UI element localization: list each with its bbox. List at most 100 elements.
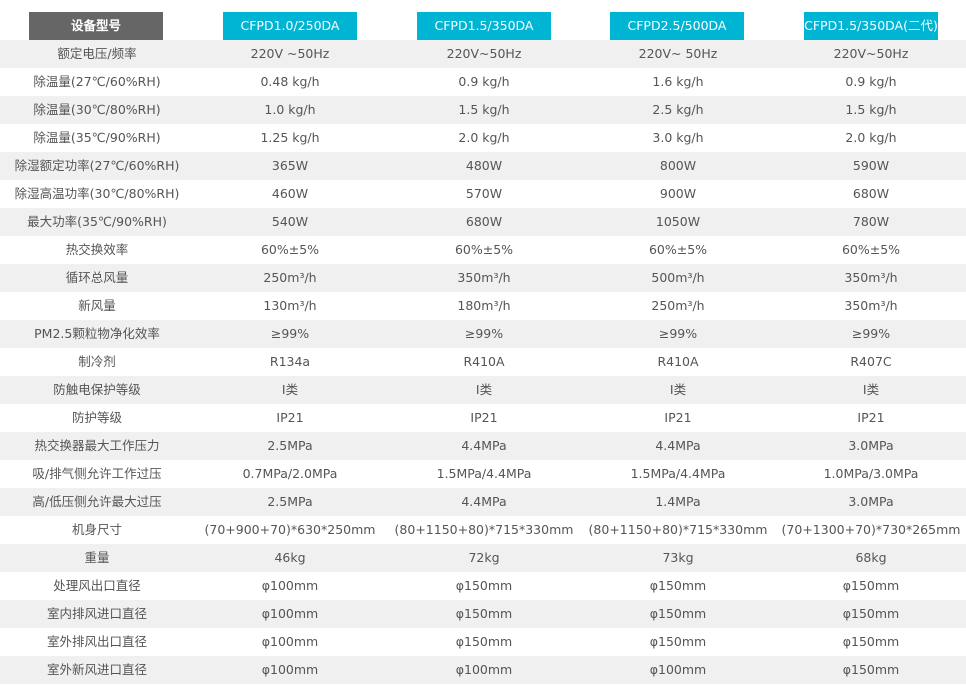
row-value: 365W [271, 158, 309, 173]
row-value: 2.5 kg/h [652, 102, 704, 117]
row-value: φ100mm [455, 662, 513, 677]
row-value: (70+900+70)*630*250mm [204, 522, 376, 537]
row-value: 1.4MPa [655, 494, 701, 509]
header-model-4: CFPD1.5/350DA(二代) [804, 12, 938, 40]
table-row: 额定电压/频率 220V ~50Hz 220V~50Hz 220V~ 50Hz 220V… [0, 40, 966, 68]
row-label: 除湿高温功率(30℃/80%RH) [14, 186, 180, 201]
row-label: 室外排风出口直径 [46, 634, 147, 649]
row-value: φ150mm [649, 634, 707, 649]
row-value: 1.5 kg/h [845, 102, 897, 117]
row-label: 新风量 [78, 298, 116, 313]
row-value: IP21 [276, 410, 304, 425]
row-label: 防护等级 [71, 410, 122, 425]
row-label: 除温量(35℃/90%RH) [33, 130, 161, 145]
row-value: 220V~ 50Hz [638, 46, 718, 61]
row-value: φ100mm [261, 662, 319, 677]
row-value: 3.0 kg/h [652, 130, 704, 145]
row-label: 除温量(30℃/80%RH) [33, 102, 161, 117]
row-value: R134a [269, 354, 311, 369]
row-label: 热交换器最大工作压力 [34, 438, 160, 453]
row-value: 3.0MPa [848, 438, 894, 453]
table-row: 循环总风量 250m³/h 350m³/h 500m³/h 350m³/h [0, 264, 966, 292]
row-value: 3.0MPa [848, 494, 894, 509]
table-row: 除湿额定功率(27℃/60%RH) 365W 480W 800W 590W [0, 152, 966, 180]
row-value: 2.5MPa [267, 494, 313, 509]
row-value: ≥99% [464, 326, 504, 341]
row-value: 220V ~50Hz [250, 46, 330, 61]
table-row: 处理风出口直径 φ100mm φ150mm φ150mm φ150mm [0, 572, 966, 600]
row-value: φ150mm [842, 606, 900, 621]
row-value: 0.9 kg/h [845, 74, 897, 89]
row-value: 72kg [468, 550, 500, 565]
row-label: 处理风出口直径 [53, 578, 141, 593]
row-value: 60%±5% [260, 242, 320, 257]
row-value: R410A [463, 354, 505, 369]
row-label: PM2.5颗粒物净化效率 [34, 326, 160, 341]
row-value: 2.0 kg/h [458, 130, 510, 145]
row-value: 500m³/h [651, 270, 705, 285]
table-row: 室外新风进口直径 φ100mm φ100mm φ100mm φ150mm [0, 656, 966, 684]
row-value: (80+1150+80)*715*330mm [394, 522, 574, 537]
row-value: φ150mm [842, 634, 900, 649]
row-value: ≥99% [270, 326, 310, 341]
row-value: I类 [475, 382, 493, 397]
row-value: I类 [862, 382, 880, 397]
table-row: 热交换器最大工作压力 2.5MPa 4.4MPa 4.4MPa 3.0MPa [0, 432, 966, 460]
row-value: 1.5MPa/4.4MPa [630, 466, 726, 481]
table-row: 重量 46kg 72kg 73kg 68kg [0, 544, 966, 572]
row-value: I类 [281, 382, 299, 397]
row-value: φ150mm [649, 578, 707, 593]
row-value: φ150mm [842, 662, 900, 677]
row-label: 除温量(27℃/60%RH) [33, 74, 161, 89]
row-value: 46kg [274, 550, 306, 565]
table-row: 新风量 130m³/h 180m³/h 250m³/h 350m³/h [0, 292, 966, 320]
row-value: 4.4MPa [655, 438, 701, 453]
table-row: 制冷剂 R134a R410A R410A R407C [0, 348, 966, 376]
row-value: φ150mm [455, 606, 513, 621]
table-row: 除温量(35℃/90%RH) 1.25 kg/h 2.0 kg/h 3.0 kg/h 2… [0, 124, 966, 152]
table-row: 防触电保护等级 I类 I类 I类 I类 [0, 376, 966, 404]
row-value: 900W [659, 186, 697, 201]
row-value: 350m³/h [844, 298, 898, 313]
row-value: 680W [852, 186, 890, 201]
table-row: 除温量(27℃/60%RH) 0.48 kg/h 0.9 kg/h 1.6 kg/h 0… [0, 68, 966, 96]
table-row: 最大功率(35℃/90%RH) 540W 680W 1050W 780W [0, 208, 966, 236]
row-value: 1050W [655, 214, 701, 229]
row-value: 4.4MPa [461, 494, 507, 509]
row-value: 1.5MPa/4.4MPa [436, 466, 532, 481]
row-value: IP21 [857, 410, 885, 425]
row-value: φ100mm [649, 662, 707, 677]
row-value: 73kg [662, 550, 694, 565]
table-row: 除温量(30℃/80%RH) 1.0 kg/h 1.5 kg/h 2.5 kg/h 1.… [0, 96, 966, 124]
row-label: 制冷剂 [78, 354, 116, 369]
table-row: 热交换效率 60%±5% 60%±5% 60%±5% 60%±5% [0, 236, 966, 264]
header-model-2: CFPD1.5/350DA [417, 12, 551, 40]
row-value: 780W [852, 214, 890, 229]
row-value: 220V~50Hz [446, 46, 522, 61]
row-value: 220V~50Hz [833, 46, 909, 61]
row-label: 额定电压/频率 [57, 46, 137, 61]
row-value: 60%±5% [454, 242, 514, 257]
row-value: 1.5 kg/h [458, 102, 510, 117]
row-value: 460W [271, 186, 309, 201]
row-value: R410A [657, 354, 699, 369]
row-value: 0.7MPa/2.0MPa [242, 466, 338, 481]
row-value: I类 [669, 382, 687, 397]
row-label: 机身尺寸 [71, 522, 122, 537]
row-value: 130m³/h [263, 298, 317, 313]
table-row: 除湿高温功率(30℃/80%RH) 460W 570W 900W 680W [0, 180, 966, 208]
row-value: 680W [465, 214, 503, 229]
row-value: φ150mm [455, 634, 513, 649]
row-value: φ100mm [261, 606, 319, 621]
row-value: 590W [852, 158, 890, 173]
row-value: φ100mm [261, 578, 319, 593]
row-label: 吸/排气侧允许工作过压 [32, 466, 162, 481]
row-label: 循环总风量 [65, 270, 129, 285]
row-value: IP21 [470, 410, 498, 425]
row-value: 68kg [855, 550, 887, 565]
row-value: 60%±5% [648, 242, 708, 257]
row-label: 室外新风进口直径 [46, 662, 147, 677]
row-value: 0.9 kg/h [458, 74, 510, 89]
row-value: 180m³/h [457, 298, 511, 313]
row-value: (80+1150+80)*715*330mm [588, 522, 768, 537]
